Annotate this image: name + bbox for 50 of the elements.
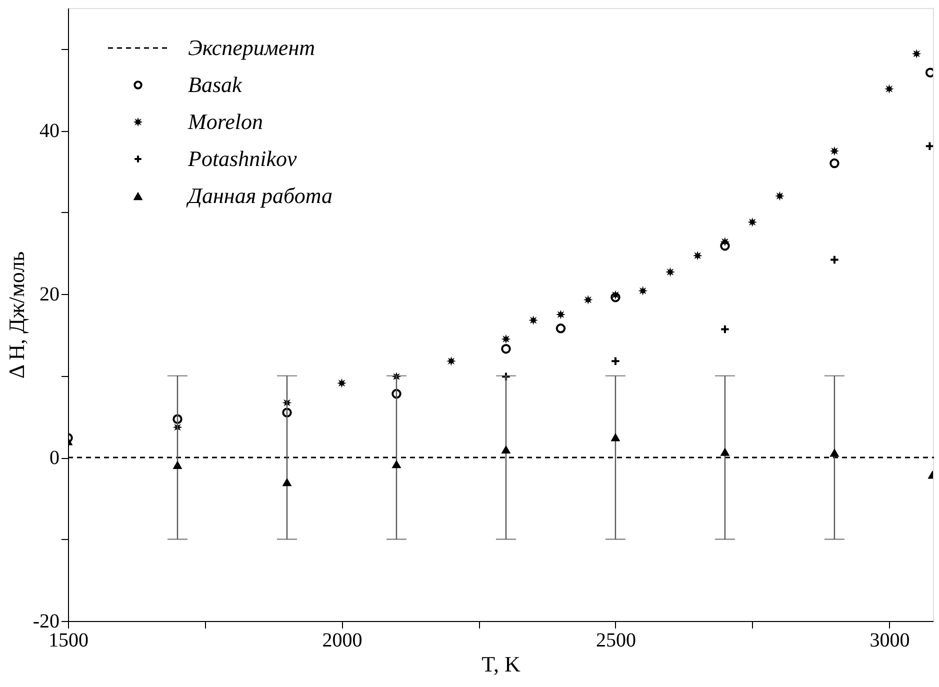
point [720, 237, 730, 246]
point [884, 84, 894, 94]
point [665, 267, 675, 277]
legend-label: Эксперимент [188, 35, 315, 60]
point [748, 217, 758, 227]
point [720, 448, 730, 456]
point [720, 240, 730, 251]
x-tick-label: 2500 [596, 630, 636, 652]
y-tick-label: -20 [32, 610, 60, 632]
point [501, 334, 511, 344]
point [172, 414, 182, 424]
legend-label: Potashnikov [187, 146, 297, 171]
y-tick-label: 0 [50, 447, 60, 470]
point [583, 295, 593, 305]
x-axis-title: T, K [482, 652, 520, 676]
point [610, 290, 620, 300]
legend-label: Данная работа [186, 183, 332, 208]
point [924, 141, 933, 151]
point [556, 324, 566, 334]
point [610, 356, 620, 366]
point [392, 388, 402, 399]
point [282, 478, 292, 486]
point [610, 432, 620, 442]
y-tick-label: 20 [40, 284, 60, 306]
point [912, 49, 922, 59]
point [720, 324, 730, 334]
point [638, 286, 648, 296]
point [774, 191, 784, 201]
point [392, 460, 402, 468]
y-tick-label: 40 [40, 120, 60, 142]
x-tick-label: 2000 [322, 630, 362, 652]
point [830, 158, 840, 168]
legend-label: Morelon [187, 109, 263, 134]
point [336, 378, 346, 388]
point [282, 408, 292, 418]
point [501, 445, 511, 454]
point [556, 310, 566, 320]
point [830, 254, 840, 265]
point [830, 146, 840, 156]
point [692, 250, 702, 260]
legend-label: Basak [188, 72, 243, 97]
x-tick-label: 3000 [870, 630, 910, 652]
x-tick-label: 1500 [48, 630, 88, 652]
point [610, 292, 620, 302]
point [446, 356, 456, 366]
y-axis-title: Δ H, Дж/моль [4, 251, 29, 379]
point [830, 448, 840, 457]
point [172, 460, 182, 469]
point [501, 344, 511, 354]
point [528, 315, 538, 325]
